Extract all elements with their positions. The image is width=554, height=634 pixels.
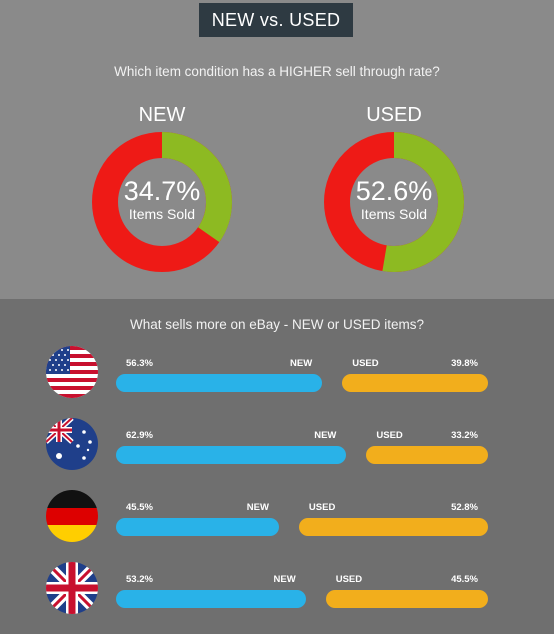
- us-new-bar: [116, 374, 323, 392]
- germany-used-bar: [298, 518, 488, 536]
- used-donut-chart: [324, 132, 464, 272]
- used-donut-value: 52.6%: [355, 176, 433, 206]
- australia-used-bar: [366, 446, 488, 464]
- australia-new-label: NEW: [314, 430, 337, 441]
- uk-used-value: 45.5%: [451, 574, 478, 585]
- used-donut-sub-label: Items Sold: [360, 206, 428, 222]
- sell-through-section: [0, 0, 554, 299]
- new-donut-title: NEW: [138, 104, 186, 126]
- us-used-bar: [342, 374, 488, 392]
- used-donut-sold-slice: [324, 132, 464, 272]
- us-flag-icon: [46, 346, 98, 398]
- new-donut-value: 34.7%: [123, 176, 201, 206]
- germany-new-bar: [116, 518, 279, 536]
- uk-new-value: 53.2%: [126, 574, 153, 585]
- uk-new-label: NEW: [273, 574, 296, 585]
- new-donut-chart: [92, 132, 232, 272]
- germany-used-value: 52.8%: [451, 502, 478, 513]
- germany-new-label: NEW: [246, 502, 269, 513]
- uk-new-bar: [116, 590, 306, 608]
- new-donut-sub-label: Items Sold: [128, 206, 196, 222]
- us-used-value: 39.8%: [451, 358, 478, 369]
- australia-new-value: 62.9%: [126, 430, 153, 441]
- new-vs-used-question: What sells more on eBay - NEW or USED it…: [129, 317, 425, 332]
- uk-used-label: USED: [335, 574, 363, 585]
- new-donut-sold-slice: [92, 132, 232, 272]
- us-used-label: USED: [352, 358, 379, 369]
- australia-used-label: USED: [376, 430, 403, 441]
- us-new-label: NEW: [290, 358, 313, 369]
- australia-used-value: 33.2%: [451, 430, 478, 441]
- uk-used-bar: [325, 590, 488, 608]
- germany-new-value: 45.5%: [126, 502, 153, 513]
- sell-through-question: Which item condition has a HIGHER sell t…: [114, 64, 440, 79]
- us-new-value: 56.3%: [126, 358, 153, 369]
- germany-flag-icon: [46, 490, 98, 542]
- australia-new-bar: [116, 446, 347, 464]
- page-title: NEW vs. USED: [199, 3, 353, 37]
- australia-flag-icon: [46, 418, 98, 470]
- used-donut-title: USED: [366, 104, 422, 126]
- germany-used-label: USED: [308, 502, 336, 513]
- uk-flag-icon: [46, 562, 98, 614]
